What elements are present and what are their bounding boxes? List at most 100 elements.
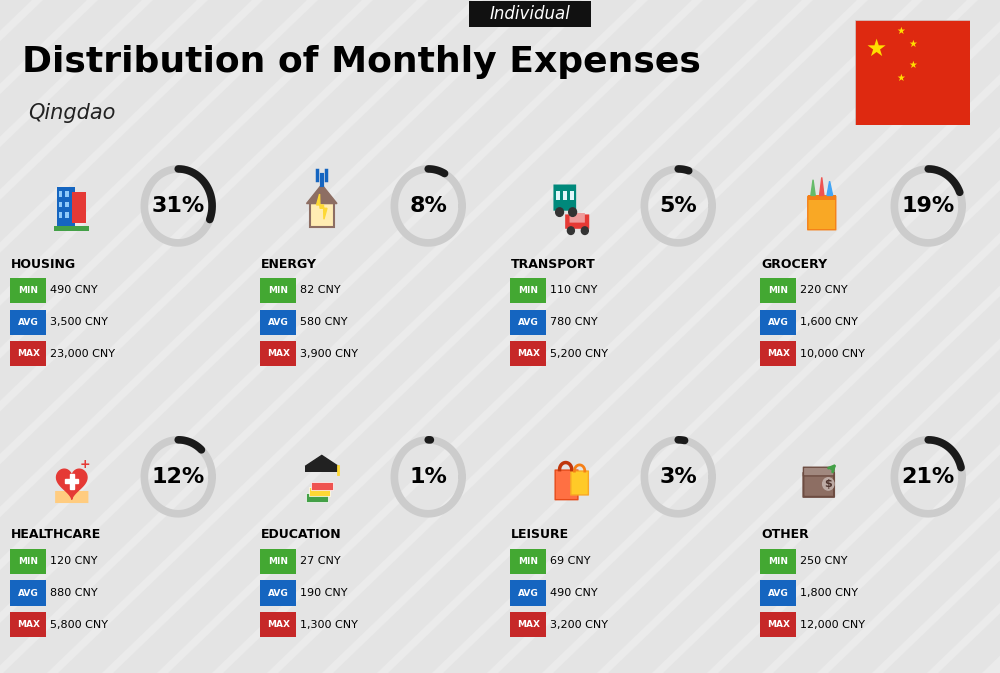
Polygon shape (820, 178, 824, 195)
Text: AVG: AVG (18, 318, 39, 326)
Text: MIN: MIN (518, 286, 538, 295)
FancyBboxPatch shape (510, 612, 546, 637)
Text: GROCERY: GROCERY (761, 258, 827, 271)
FancyBboxPatch shape (10, 581, 46, 606)
FancyBboxPatch shape (54, 226, 89, 231)
FancyBboxPatch shape (311, 482, 333, 490)
FancyBboxPatch shape (760, 548, 796, 574)
FancyBboxPatch shape (260, 310, 296, 334)
Polygon shape (70, 474, 74, 489)
Text: MAX: MAX (267, 349, 290, 358)
Text: Distribution of Monthly Expenses: Distribution of Monthly Expenses (22, 45, 701, 79)
Text: MAX: MAX (17, 621, 40, 629)
FancyBboxPatch shape (510, 310, 546, 334)
Text: AVG: AVG (768, 588, 789, 598)
Text: 3,500 CNY: 3,500 CNY (50, 317, 108, 327)
Polygon shape (65, 479, 78, 483)
Text: MAX: MAX (517, 621, 540, 629)
FancyBboxPatch shape (556, 190, 560, 200)
FancyBboxPatch shape (305, 466, 338, 472)
Text: 1,800 CNY: 1,800 CNY (800, 588, 858, 598)
Text: 5,200 CNY: 5,200 CNY (550, 349, 608, 359)
FancyBboxPatch shape (563, 190, 567, 200)
Circle shape (567, 227, 574, 234)
FancyBboxPatch shape (10, 278, 46, 303)
FancyBboxPatch shape (760, 341, 796, 366)
FancyBboxPatch shape (808, 195, 836, 200)
Text: MAX: MAX (767, 621, 790, 629)
FancyBboxPatch shape (10, 310, 46, 334)
Circle shape (823, 478, 834, 490)
FancyBboxPatch shape (309, 487, 330, 496)
Text: HOUSING: HOUSING (11, 258, 76, 271)
FancyBboxPatch shape (555, 470, 578, 499)
Text: 110 CNY: 110 CNY (550, 285, 597, 295)
Text: MIN: MIN (518, 557, 538, 566)
FancyBboxPatch shape (65, 212, 69, 218)
Text: HEALTHCARE: HEALTHCARE (11, 528, 102, 541)
FancyBboxPatch shape (65, 191, 69, 197)
Text: ★: ★ (897, 73, 905, 83)
Text: MAX: MAX (517, 349, 540, 358)
Text: 580 CNY: 580 CNY (300, 317, 347, 327)
FancyBboxPatch shape (570, 213, 585, 223)
FancyBboxPatch shape (55, 491, 88, 503)
Text: 490 CNY: 490 CNY (50, 285, 98, 295)
Text: 780 CNY: 780 CNY (550, 317, 598, 327)
Text: 220 CNY: 220 CNY (800, 285, 848, 295)
FancyBboxPatch shape (570, 190, 574, 200)
Text: 3,900 CNY: 3,900 CNY (300, 349, 358, 359)
FancyBboxPatch shape (803, 473, 834, 497)
FancyBboxPatch shape (65, 202, 69, 207)
Text: 1,300 CNY: 1,300 CNY (300, 620, 358, 630)
FancyBboxPatch shape (310, 203, 334, 227)
Text: 3,200 CNY: 3,200 CNY (550, 620, 608, 630)
FancyBboxPatch shape (10, 612, 46, 637)
FancyBboxPatch shape (760, 581, 796, 606)
FancyBboxPatch shape (59, 191, 62, 197)
Text: OTHER: OTHER (761, 528, 809, 541)
Text: Individual: Individual (490, 5, 570, 23)
Text: AVG: AVG (768, 318, 789, 326)
Text: MIN: MIN (268, 286, 288, 295)
Text: LEISURE: LEISURE (511, 528, 569, 541)
Text: MAX: MAX (267, 621, 290, 629)
FancyBboxPatch shape (510, 581, 546, 606)
FancyBboxPatch shape (510, 341, 546, 366)
Text: Qingdao: Qingdao (28, 102, 115, 122)
FancyBboxPatch shape (260, 612, 296, 637)
FancyBboxPatch shape (553, 184, 576, 211)
FancyBboxPatch shape (10, 548, 46, 574)
FancyBboxPatch shape (306, 493, 328, 501)
Text: 5%: 5% (659, 196, 697, 216)
Text: 69 CNY: 69 CNY (550, 557, 590, 567)
Text: ★: ★ (866, 37, 887, 61)
FancyBboxPatch shape (760, 278, 796, 303)
Polygon shape (317, 194, 327, 219)
Circle shape (556, 208, 563, 217)
FancyBboxPatch shape (59, 202, 62, 207)
Text: 880 CNY: 880 CNY (50, 588, 98, 598)
FancyBboxPatch shape (260, 581, 296, 606)
Circle shape (569, 208, 577, 217)
Polygon shape (307, 184, 337, 203)
FancyBboxPatch shape (260, 548, 296, 574)
Text: 12%: 12% (152, 467, 205, 487)
Text: ★: ★ (908, 59, 917, 69)
Text: 10,000 CNY: 10,000 CNY (800, 349, 865, 359)
FancyBboxPatch shape (260, 341, 296, 366)
FancyBboxPatch shape (469, 1, 591, 27)
Polygon shape (827, 181, 833, 195)
Text: MAX: MAX (17, 349, 40, 358)
FancyBboxPatch shape (808, 197, 836, 229)
Text: 120 CNY: 120 CNY (50, 557, 97, 567)
FancyBboxPatch shape (57, 187, 75, 227)
Text: AVG: AVG (268, 588, 289, 598)
Polygon shape (811, 180, 815, 195)
FancyBboxPatch shape (760, 612, 796, 637)
Text: 23,000 CNY: 23,000 CNY (50, 349, 115, 359)
Text: 19%: 19% (902, 196, 955, 216)
Polygon shape (57, 469, 87, 499)
FancyBboxPatch shape (510, 278, 546, 303)
Text: 1,600 CNY: 1,600 CNY (800, 317, 858, 327)
